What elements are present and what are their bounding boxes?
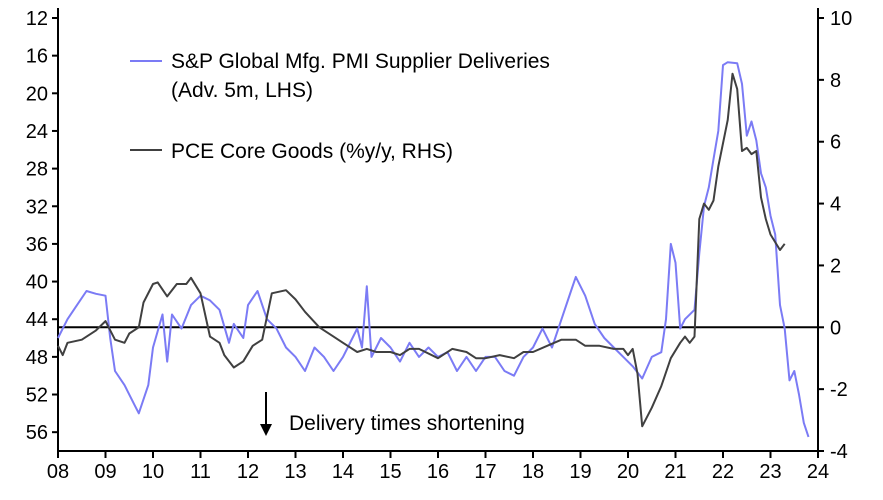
left-tick-label: 24 <box>26 121 48 143</box>
x-tick-label: 22 <box>712 461 734 483</box>
right-tick-label: 8 <box>830 70 841 92</box>
left-tick-label: 28 <box>26 159 48 181</box>
series-line-pmi-supplier-deliveries <box>57 61 810 438</box>
left-tick-label: 36 <box>26 234 48 256</box>
left-axis: 12 16 20 24 28 32 36 40 44 48 52 56 <box>26 8 59 451</box>
x-tick-label: 18 <box>522 461 544 483</box>
right-tick-label: 6 <box>830 132 841 154</box>
x-tick-label: 21 <box>664 461 686 483</box>
x-tick-label: 13 <box>284 461 306 483</box>
series-line-pce-core-goods <box>57 72 786 428</box>
x-tick-label: 10 <box>142 461 164 483</box>
left-tick-label: 52 <box>26 385 48 407</box>
series-lines <box>57 61 810 438</box>
annotation: Delivery times shortening <box>260 392 525 436</box>
legend-label-pmi-sub: (Adv. 5m, LHS) <box>171 79 313 102</box>
legend: S&P Global Mfg. PMI Supplier Deliveries … <box>130 50 550 163</box>
right-tick-label: -2 <box>830 379 848 401</box>
x-tick-label: 14 <box>332 461 354 483</box>
left-tick-label: 40 <box>26 272 48 294</box>
left-tick-label: 48 <box>26 347 48 369</box>
right-tick-label: -4 <box>830 441 848 463</box>
left-tick-label: 44 <box>26 309 48 331</box>
down-arrowhead-icon <box>260 424 272 436</box>
x-tick-label: 19 <box>569 461 591 483</box>
right-tick-label: 0 <box>830 317 841 339</box>
annotation-text: Delivery times shortening <box>289 412 525 435</box>
x-tick-label: 12 <box>237 461 259 483</box>
legend-label-pmi: S&P Global Mfg. PMI Supplier Deliveries <box>171 50 550 73</box>
left-tick-label: 32 <box>26 196 48 218</box>
x-axis: 08 09 10 11 12 13 14 15 16 17 18 19 20 21 22 23 24 <box>47 450 829 483</box>
left-tick-label: 16 <box>26 46 48 68</box>
right-tick-label: 10 <box>830 8 852 30</box>
legend-label-pce: PCE Core Goods (%y/y, RHS) <box>171 140 453 163</box>
left-tick-label: 20 <box>26 83 48 105</box>
x-tick-label: 23 <box>759 461 781 483</box>
left-tick-label: 12 <box>26 8 48 30</box>
x-tick-label: 16 <box>427 461 449 483</box>
x-tick-label: 17 <box>474 461 496 483</box>
x-tick-label: 24 <box>807 461 829 483</box>
x-tick-label: 11 <box>190 461 211 483</box>
x-tick-label: 20 <box>617 461 639 483</box>
x-tick-label: 08 <box>47 461 69 483</box>
right-tick-label: 4 <box>830 194 841 216</box>
right-tick-label: 2 <box>830 255 841 277</box>
left-tick-label: 56 <box>26 422 48 444</box>
right-axis: 10 8 6 4 2 0 -2 -4 <box>817 8 852 463</box>
x-tick-label: 15 <box>379 461 401 483</box>
x-tick-label: 09 <box>94 461 116 483</box>
